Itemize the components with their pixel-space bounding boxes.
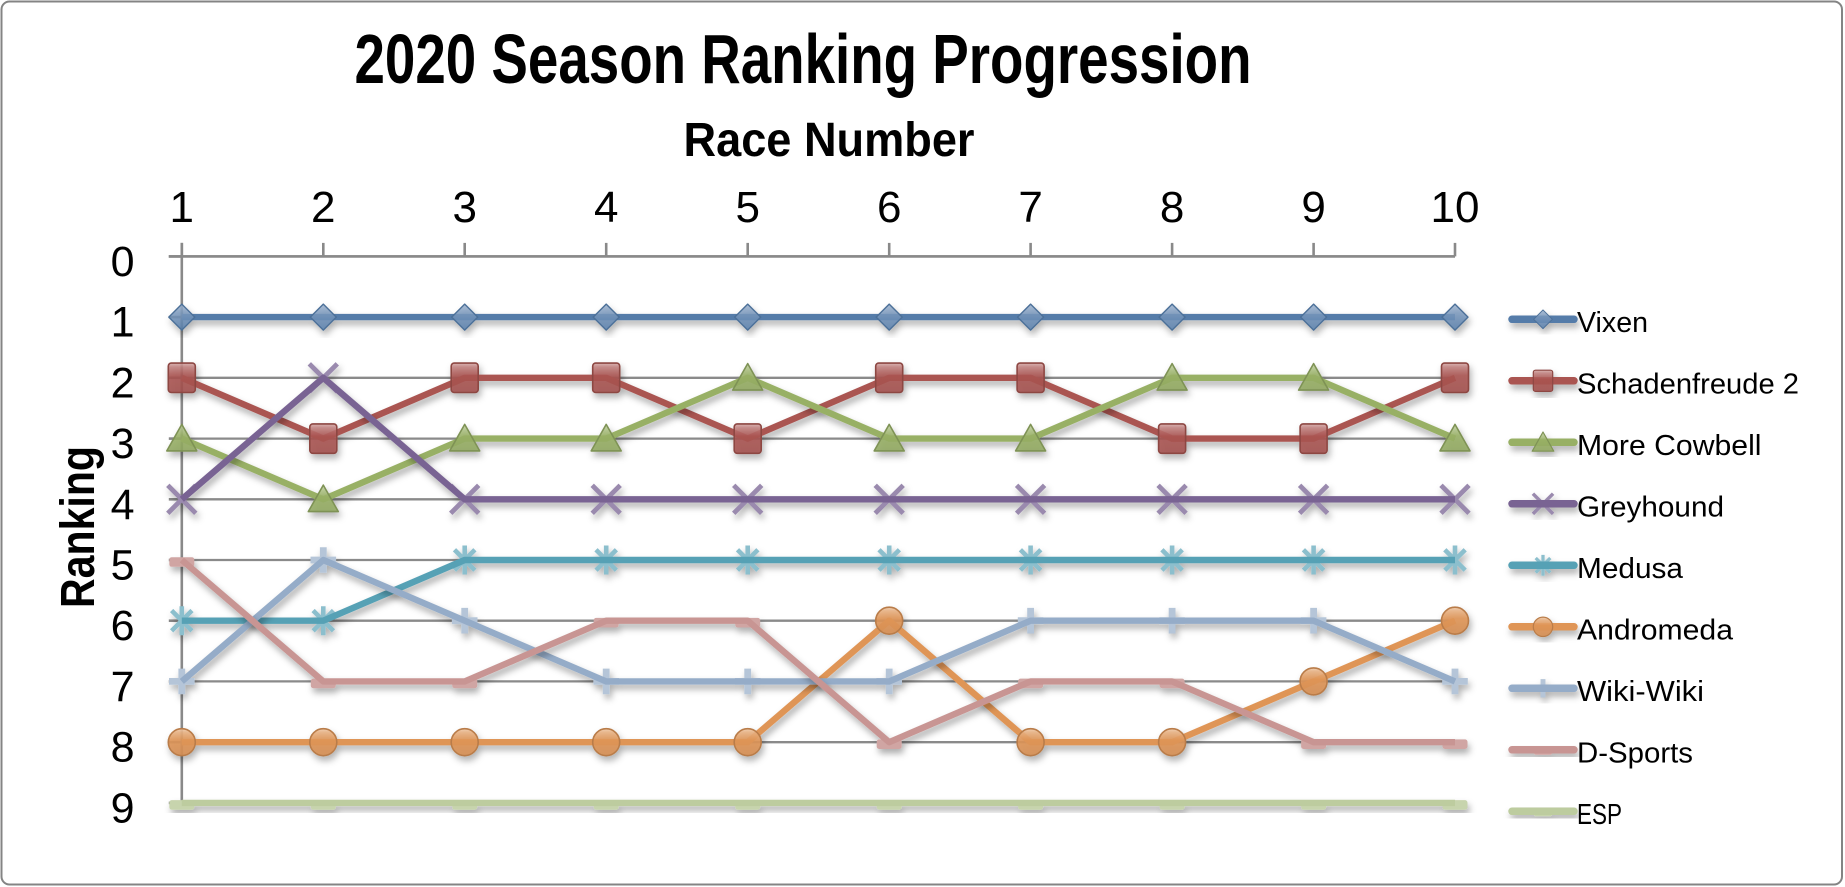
svg-text:Greyhound: Greyhound <box>1577 492 1724 524</box>
svg-text:1: 1 <box>111 299 135 347</box>
svg-text:6: 6 <box>111 602 135 650</box>
svg-text:ESP: ESP <box>1577 799 1622 831</box>
svg-text:9: 9 <box>111 784 135 832</box>
svg-text:1: 1 <box>170 183 194 232</box>
svg-text:8: 8 <box>1160 183 1184 232</box>
svg-text:Wiki-Wiki: Wiki-Wiki <box>1577 676 1704 708</box>
svg-text:7: 7 <box>1018 183 1042 232</box>
svg-text:2020 Season Ranking Progressio: 2020 Season Ranking Progression <box>355 20 1252 98</box>
svg-text:Medusa: Medusa <box>1577 553 1684 585</box>
svg-text:2: 2 <box>311 183 335 232</box>
svg-text:2: 2 <box>111 359 135 407</box>
svg-text:7: 7 <box>111 663 135 711</box>
svg-text:5: 5 <box>111 542 135 590</box>
svg-text:4: 4 <box>594 183 618 232</box>
svg-text:6: 6 <box>877 183 901 232</box>
svg-text:Andromeda: Andromeda <box>1577 615 1734 647</box>
svg-text:Vixen: Vixen <box>1577 307 1648 339</box>
svg-text:More Cowbell: More Cowbell <box>1577 430 1762 462</box>
svg-text:5: 5 <box>735 183 759 232</box>
svg-text:4: 4 <box>111 481 135 529</box>
svg-text:8: 8 <box>111 724 135 772</box>
svg-text:D-Sports: D-Sports <box>1577 738 1693 770</box>
svg-text:Ranking: Ranking <box>52 446 105 608</box>
svg-text:3: 3 <box>452 183 476 232</box>
svg-text:3: 3 <box>111 420 135 468</box>
svg-text:0: 0 <box>111 238 135 286</box>
svg-text:Race Number: Race Number <box>684 114 975 167</box>
svg-text:10: 10 <box>1431 183 1480 232</box>
svg-text:9: 9 <box>1301 183 1325 232</box>
svg-text:Schadenfreude 2: Schadenfreude 2 <box>1577 369 1799 401</box>
